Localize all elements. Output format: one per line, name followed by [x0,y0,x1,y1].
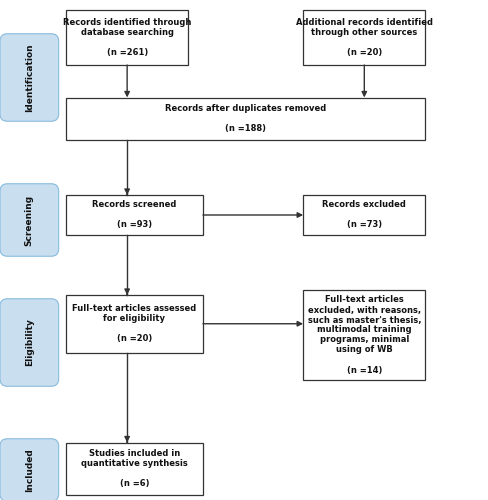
FancyBboxPatch shape [66,10,188,65]
Text: (n =6): (n =6) [120,479,149,488]
Text: Identification: Identification [25,43,34,112]
FancyBboxPatch shape [0,299,59,386]
Text: Full-text articles: Full-text articles [324,296,403,304]
Text: excluded, with reasons,: excluded, with reasons, [307,306,420,314]
FancyBboxPatch shape [303,290,425,380]
FancyBboxPatch shape [66,295,203,352]
Text: Records screened: Records screened [92,200,176,209]
Text: Records excluded: Records excluded [322,200,406,209]
Text: (n =14): (n =14) [346,366,381,374]
FancyBboxPatch shape [303,10,425,65]
Text: Records after duplicates removed: Records after duplicates removed [165,104,325,114]
Text: Screening: Screening [25,194,34,246]
Text: Eligibility: Eligibility [25,318,34,366]
Text: (n =261): (n =261) [106,48,147,57]
Text: (n =188): (n =188) [225,124,265,134]
Text: (n =73): (n =73) [346,220,381,230]
Text: (n =20): (n =20) [346,48,381,57]
Text: (n =93): (n =93) [117,220,152,230]
FancyBboxPatch shape [66,195,203,235]
Text: using of WB: using of WB [335,346,392,354]
Text: programs, minimal: programs, minimal [319,336,408,344]
Text: Studies included in: Studies included in [89,449,180,458]
Text: through other sources: through other sources [310,28,417,37]
Text: quantitative synthesis: quantitative synthesis [81,459,187,468]
Text: database searching: database searching [81,28,173,37]
Text: such as master's thesis,: such as master's thesis, [307,316,420,324]
Text: Records identified through: Records identified through [63,18,191,27]
FancyBboxPatch shape [0,34,59,121]
FancyBboxPatch shape [66,98,425,140]
FancyBboxPatch shape [303,195,425,235]
Text: Additional records identified: Additional records identified [295,18,432,27]
FancyBboxPatch shape [0,184,59,256]
Text: (n =20): (n =20) [117,334,152,344]
FancyBboxPatch shape [66,442,203,495]
Text: for eligibility: for eligibility [103,314,165,324]
FancyBboxPatch shape [0,439,59,500]
Text: Included: Included [25,448,34,492]
Text: Full-text articles assessed: Full-text articles assessed [72,304,196,313]
Text: multimodal training: multimodal training [316,326,411,334]
